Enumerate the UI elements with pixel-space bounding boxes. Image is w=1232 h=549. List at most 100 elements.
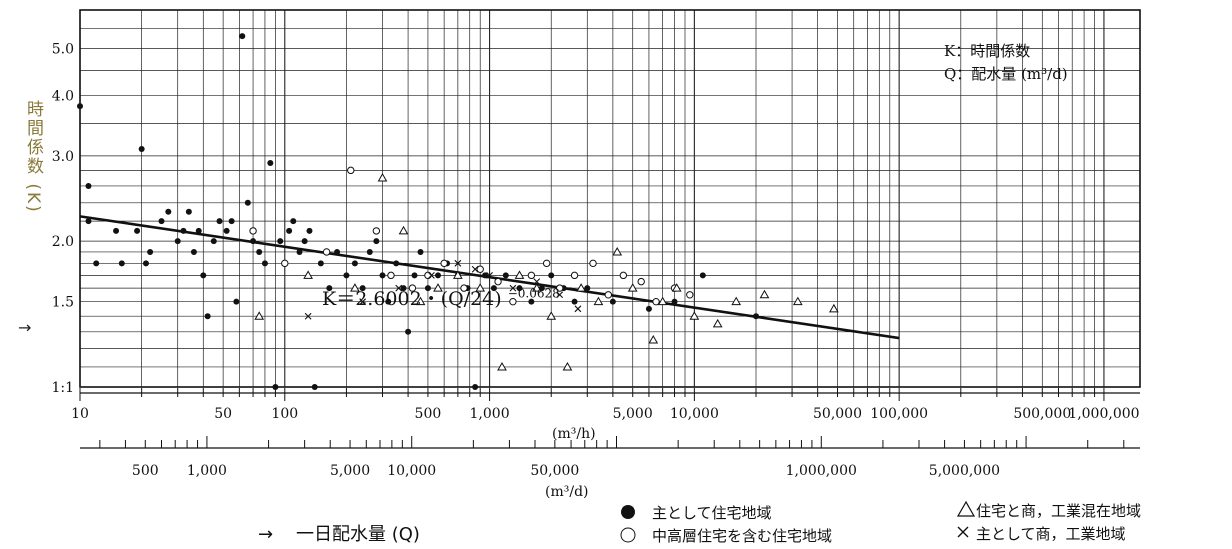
data-point-filled-circle xyxy=(228,218,235,225)
x-unit-daily: (m³/d) xyxy=(545,484,589,500)
x-tick-label-daily: 10,000 xyxy=(387,463,436,479)
x-unit-hourly: (m³/h) xyxy=(552,426,596,442)
data-point-open-circle xyxy=(542,259,551,268)
data-point-filled-circle xyxy=(393,260,400,267)
data-point-triangle xyxy=(303,270,313,279)
data-point-triangle xyxy=(562,361,573,371)
legend-label-filled-circle: 主として住宅地域 xyxy=(652,504,772,522)
tick-labels: 10 50 100 500 1,000 5,000 10,000 50,000 100,000 5… xyxy=(51,41,1139,479)
key-line-q: Q：配水量 (m³/d) xyxy=(944,65,1068,83)
data-point-open-circle xyxy=(686,291,694,299)
data-point-cross xyxy=(556,291,564,299)
data-point-filled-circle xyxy=(185,208,192,215)
data-point-filled-circle xyxy=(142,260,149,267)
data-point-cross xyxy=(428,271,435,279)
data-point-triangle xyxy=(759,289,770,299)
data-point-open-circle xyxy=(652,297,660,306)
data-point-filled-circle xyxy=(528,298,535,305)
data-point-triangle xyxy=(712,318,723,328)
data-point-filled-circle xyxy=(113,227,120,234)
legend-marker-triangle xyxy=(956,500,976,517)
data-point-filled-circle xyxy=(180,227,187,234)
y-axis-arrow: → xyxy=(18,318,32,337)
y-tick-label: 1.5 xyxy=(52,295,74,311)
data-point-open-circle xyxy=(509,297,517,306)
data-point-triangle xyxy=(433,283,443,292)
data-point-open-circle xyxy=(604,291,613,299)
data-point-filled-circle xyxy=(239,33,246,40)
data-point-filled-circle xyxy=(261,260,268,267)
data-point-open-circle xyxy=(322,248,331,256)
data-point-filled-circle xyxy=(195,227,202,234)
key-line-k: K：時間係数 xyxy=(944,42,1031,60)
data-point-open-circle xyxy=(555,284,564,292)
data-point-open-circle xyxy=(476,265,484,273)
data-point-cross xyxy=(359,298,367,306)
y-tick-label: 1:1 xyxy=(51,380,74,396)
data-point-open-circle xyxy=(387,271,395,280)
data-point-filled-circle xyxy=(223,227,230,234)
data-point-filled-circle xyxy=(77,103,83,110)
data-point-filled-circle xyxy=(118,260,125,267)
data-point-triangle xyxy=(531,283,542,292)
data-point-cross xyxy=(486,271,493,279)
data-points xyxy=(77,33,839,390)
x-tick-label-hourly: 500 xyxy=(415,406,442,422)
legend-marker-open-circle xyxy=(620,527,636,543)
legend-marker-filled-circle xyxy=(621,505,635,519)
x-tick-label-hourly: 1,000,000 xyxy=(1068,406,1139,422)
x-tick-label-hourly: 50,000 xyxy=(813,406,862,422)
data-point-filled-circle xyxy=(296,248,303,255)
data-point-filled-circle xyxy=(699,272,706,279)
data-point-filled-circle xyxy=(200,272,207,279)
data-point-filled-circle xyxy=(165,208,172,215)
x-tick-label-hourly: 100 xyxy=(271,406,298,422)
data-point-filled-circle xyxy=(366,248,373,255)
data-point-open-circle xyxy=(440,259,448,268)
data-point-triangle xyxy=(648,335,659,344)
data-point-triangle xyxy=(792,296,803,306)
data-point-open-circle xyxy=(637,277,645,286)
data-point-filled-circle xyxy=(277,238,284,245)
data-point-open-circle xyxy=(619,271,628,280)
data-point-triangle xyxy=(829,303,839,313)
data-point-filled-circle xyxy=(326,285,333,292)
formula-exponent: −0.0628 xyxy=(507,286,560,301)
data-point-filled-circle xyxy=(311,384,318,390)
y-axis-title: 時間係数 (K) xyxy=(23,100,43,214)
data-point-triangle xyxy=(689,311,700,320)
legend-label-open-circle: 中高層住宅を含む住宅地域 xyxy=(652,527,833,545)
data-point-triangle xyxy=(377,173,388,182)
regression-fit-line xyxy=(79,215,900,340)
legend-label-triangle: 住宅と商，工業混在地域 xyxy=(976,502,1142,520)
data-point-filled-circle xyxy=(548,272,555,279)
data-point-filled-circle xyxy=(571,298,578,305)
data-point-filled-circle xyxy=(233,298,240,305)
x-tick-label-daily: 50,000 xyxy=(530,463,579,479)
data-point-filled-circle xyxy=(385,298,392,305)
data-point-filled-circle xyxy=(645,305,652,312)
data-point-open-circle xyxy=(408,284,417,292)
data-point-filled-circle xyxy=(85,182,92,189)
formula-text: K＝2.6002・(Q/24) xyxy=(322,288,502,310)
legend-label-cross: 主として商，工業地域 xyxy=(976,525,1126,543)
data-point-filled-circle xyxy=(671,298,678,305)
data-point-filled-circle xyxy=(256,248,263,255)
plot-frame xyxy=(79,9,1141,388)
data-point-filled-circle xyxy=(424,285,431,292)
data-point-open-circle xyxy=(249,227,257,235)
y-tick-label: 2.0 xyxy=(52,234,74,250)
data-point-filled-circle xyxy=(190,248,197,255)
data-point-filled-circle xyxy=(134,227,141,234)
data-point-triangle xyxy=(398,225,409,235)
y-tick-label: 3.0 xyxy=(52,149,74,165)
data-point-filled-circle xyxy=(272,384,279,390)
data-point-filled-circle xyxy=(93,260,100,267)
data-point-filled-circle xyxy=(210,238,217,245)
data-point-filled-circle xyxy=(411,272,418,279)
data-point-filled-circle xyxy=(85,218,92,225)
data-point-cross xyxy=(509,284,517,292)
data-point-triangle xyxy=(576,283,587,292)
data-point-filled-circle xyxy=(351,260,358,267)
